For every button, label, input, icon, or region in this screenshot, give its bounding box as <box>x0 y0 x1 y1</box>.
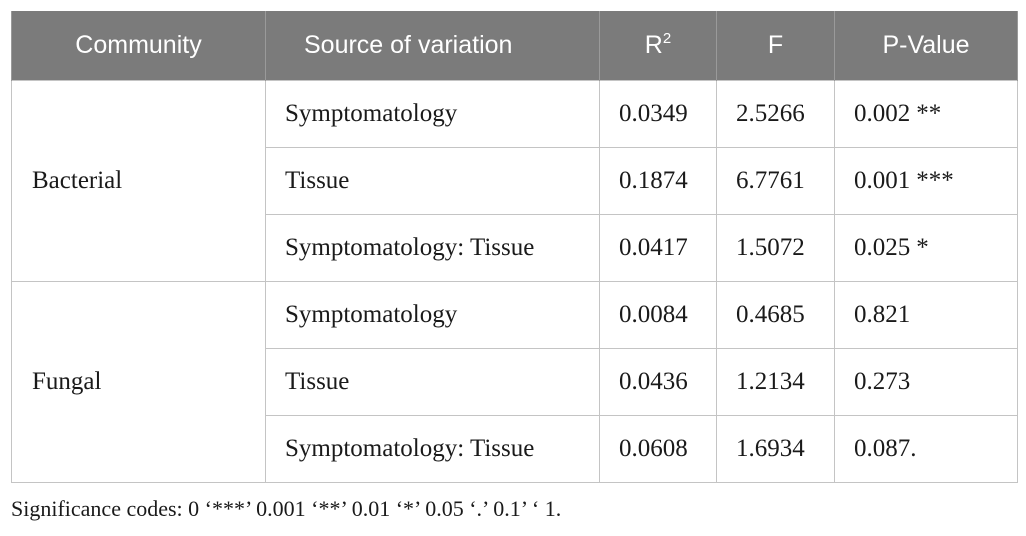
source-cell: Symptomatology <box>265 80 600 148</box>
f-cell: 1.5072 <box>716 214 835 282</box>
source-cell: Symptomatology: Tissue <box>265 415 600 483</box>
r2-cell: 0.1874 <box>599 147 717 215</box>
p-value-text: 0.001 <box>854 167 911 194</box>
permanova-results-table: Community Source of variation R2 F P-Val… <box>11 11 1018 483</box>
p-value-cell: 0.002 ** <box>834 80 1018 148</box>
header-community: Community <box>11 11 266 81</box>
p-value-cell: 0.001 *** <box>834 147 1018 215</box>
significance-codes-footnote: Significance codes: 0 ‘***’ 0.001 ‘**’ 0… <box>11 496 562 521</box>
r2-cell: 0.0084 <box>599 281 717 349</box>
r2-cell: 0.0417 <box>599 214 717 282</box>
r2-cell: 0.0436 <box>599 348 717 416</box>
p-value-text: 0.002 <box>854 100 911 127</box>
source-cell: Tissue <box>265 348 600 416</box>
community-cell-fungal: Fungal <box>11 281 266 483</box>
p-value-text: 0.273 <box>854 368 911 395</box>
header-f: F <box>716 11 835 81</box>
header-r2: R2 <box>599 11 717 81</box>
community-cell-bacterial: Bacterial <box>11 80 266 282</box>
significance-stars: * <box>916 234 929 261</box>
header-source-of-variation: Source of variation <box>265 11 600 81</box>
p-value-cell: 0.821 <box>834 281 1018 349</box>
header-r2-superscript: 2 <box>662 30 672 47</box>
f-cell: 1.2134 <box>716 348 835 416</box>
table-header-row: Community Source of variation R2 F P-Val… <box>11 11 1018 81</box>
source-cell: Tissue <box>265 147 600 215</box>
f-cell: 2.5266 <box>716 80 835 148</box>
p-value-text: 0.821 <box>854 301 911 328</box>
header-r2-base: R <box>644 31 663 59</box>
significance-stars: ** <box>916 100 942 127</box>
r2-cell: 0.0349 <box>599 80 717 148</box>
f-cell: 1.6934 <box>716 415 835 483</box>
table-row: Symptomatology: Tissue 0.0608 1.6934 0.0… <box>12 415 1018 483</box>
f-cell: 6.7761 <box>716 147 835 215</box>
p-value-text: 0.025 <box>854 234 911 261</box>
p-value-text: 0.087. <box>854 435 917 462</box>
header-p-value: P-Value <box>834 11 1018 81</box>
source-cell: Symptomatology <box>265 281 600 349</box>
source-cell: Symptomatology: Tissue <box>265 214 600 282</box>
r2-cell: 0.0608 <box>599 415 717 483</box>
significance-stars: *** <box>916 167 954 194</box>
table-row: Fungal Symptomatology 0.0084 0.4685 0.82… <box>11 281 1018 483</box>
results-table-container: Community Source of variation R2 F P-Val… <box>11 11 1018 483</box>
p-value-cell: 0.025 * <box>834 214 1018 282</box>
p-value-cell: 0.087. <box>834 415 1018 483</box>
f-cell: 0.4685 <box>716 281 835 349</box>
table-row: Tissue 0.0436 1.2134 0.273 <box>12 348 1018 416</box>
table-row: Bacterial Symptomatology 0.0349 2.5266 0… <box>11 80 1018 282</box>
table-row: Symptomatology: Tissue 0.0417 1.5072 0.0… <box>12 214 1018 282</box>
p-value-cell: 0.273 <box>834 348 1018 416</box>
